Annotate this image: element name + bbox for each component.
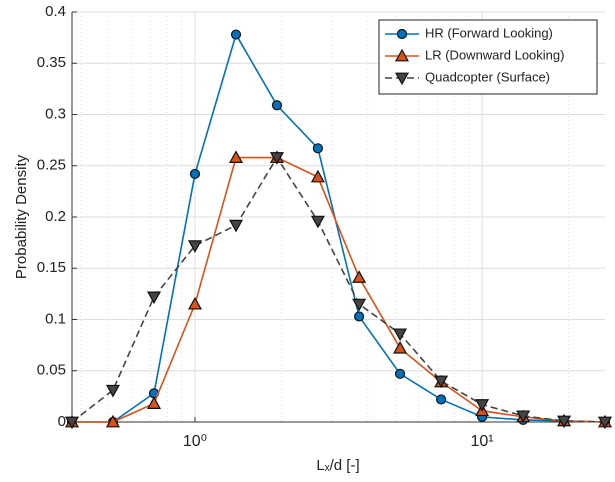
marker [64, 416, 80, 430]
x-tick-label: 10⁰ [183, 433, 207, 450]
marker [393, 328, 408, 342]
marker [229, 219, 244, 233]
legend-label: Quadcopter (Surface) [425, 69, 550, 84]
marker [271, 100, 283, 111]
y-tick-label: 0.3 [45, 105, 66, 122]
y-tick-label: 0.2 [45, 208, 66, 225]
y-tick-label: 0 [58, 413, 66, 430]
marker [434, 375, 449, 389]
marker [394, 368, 406, 379]
marker [557, 415, 572, 429]
marker [229, 150, 244, 163]
legend-label: HR (Forward Looking) [425, 25, 553, 40]
y-tick-label: 0.4 [45, 3, 66, 20]
marker [436, 394, 447, 405]
marker [312, 143, 323, 154]
marker [310, 169, 325, 183]
y-tick-label: 0.05 [37, 362, 66, 379]
marker [597, 416, 613, 430]
y-tick-label: 0.15 [37, 259, 66, 276]
legend-label: LR (Downward Looking) [425, 47, 564, 62]
marker [187, 296, 202, 310]
marker [516, 410, 531, 424]
marker [146, 396, 162, 409]
series-line [72, 156, 606, 423]
marker [310, 215, 325, 229]
marker [354, 311, 365, 322]
y-axis-title: Probability Density [13, 154, 30, 279]
marker [187, 240, 202, 253]
marker [230, 29, 242, 40]
marker [393, 340, 408, 354]
y-tick-label: 0.1 [45, 310, 66, 327]
y-tick-label: 0.25 [37, 157, 66, 174]
series-line [72, 32, 606, 423]
marker [396, 28, 408, 40]
marker [105, 384, 120, 398]
x-axis-title: Lₓ/d [-] [316, 457, 359, 474]
marker [394, 48, 410, 62]
marker [146, 291, 162, 305]
marker [352, 270, 367, 283]
legend-box [378, 19, 598, 95]
y-tick-label: 0.35 [37, 54, 66, 71]
marker [352, 298, 367, 312]
marker [189, 168, 201, 180]
series-line [71, 156, 606, 423]
marker [105, 414, 120, 428]
marker [394, 72, 410, 86]
x-tick-label: 10¹ [471, 433, 494, 450]
legend: HR (Forward Looking) LR (Downward Looking… [378, 19, 598, 95]
marker [475, 399, 490, 412]
marker [269, 152, 284, 165]
